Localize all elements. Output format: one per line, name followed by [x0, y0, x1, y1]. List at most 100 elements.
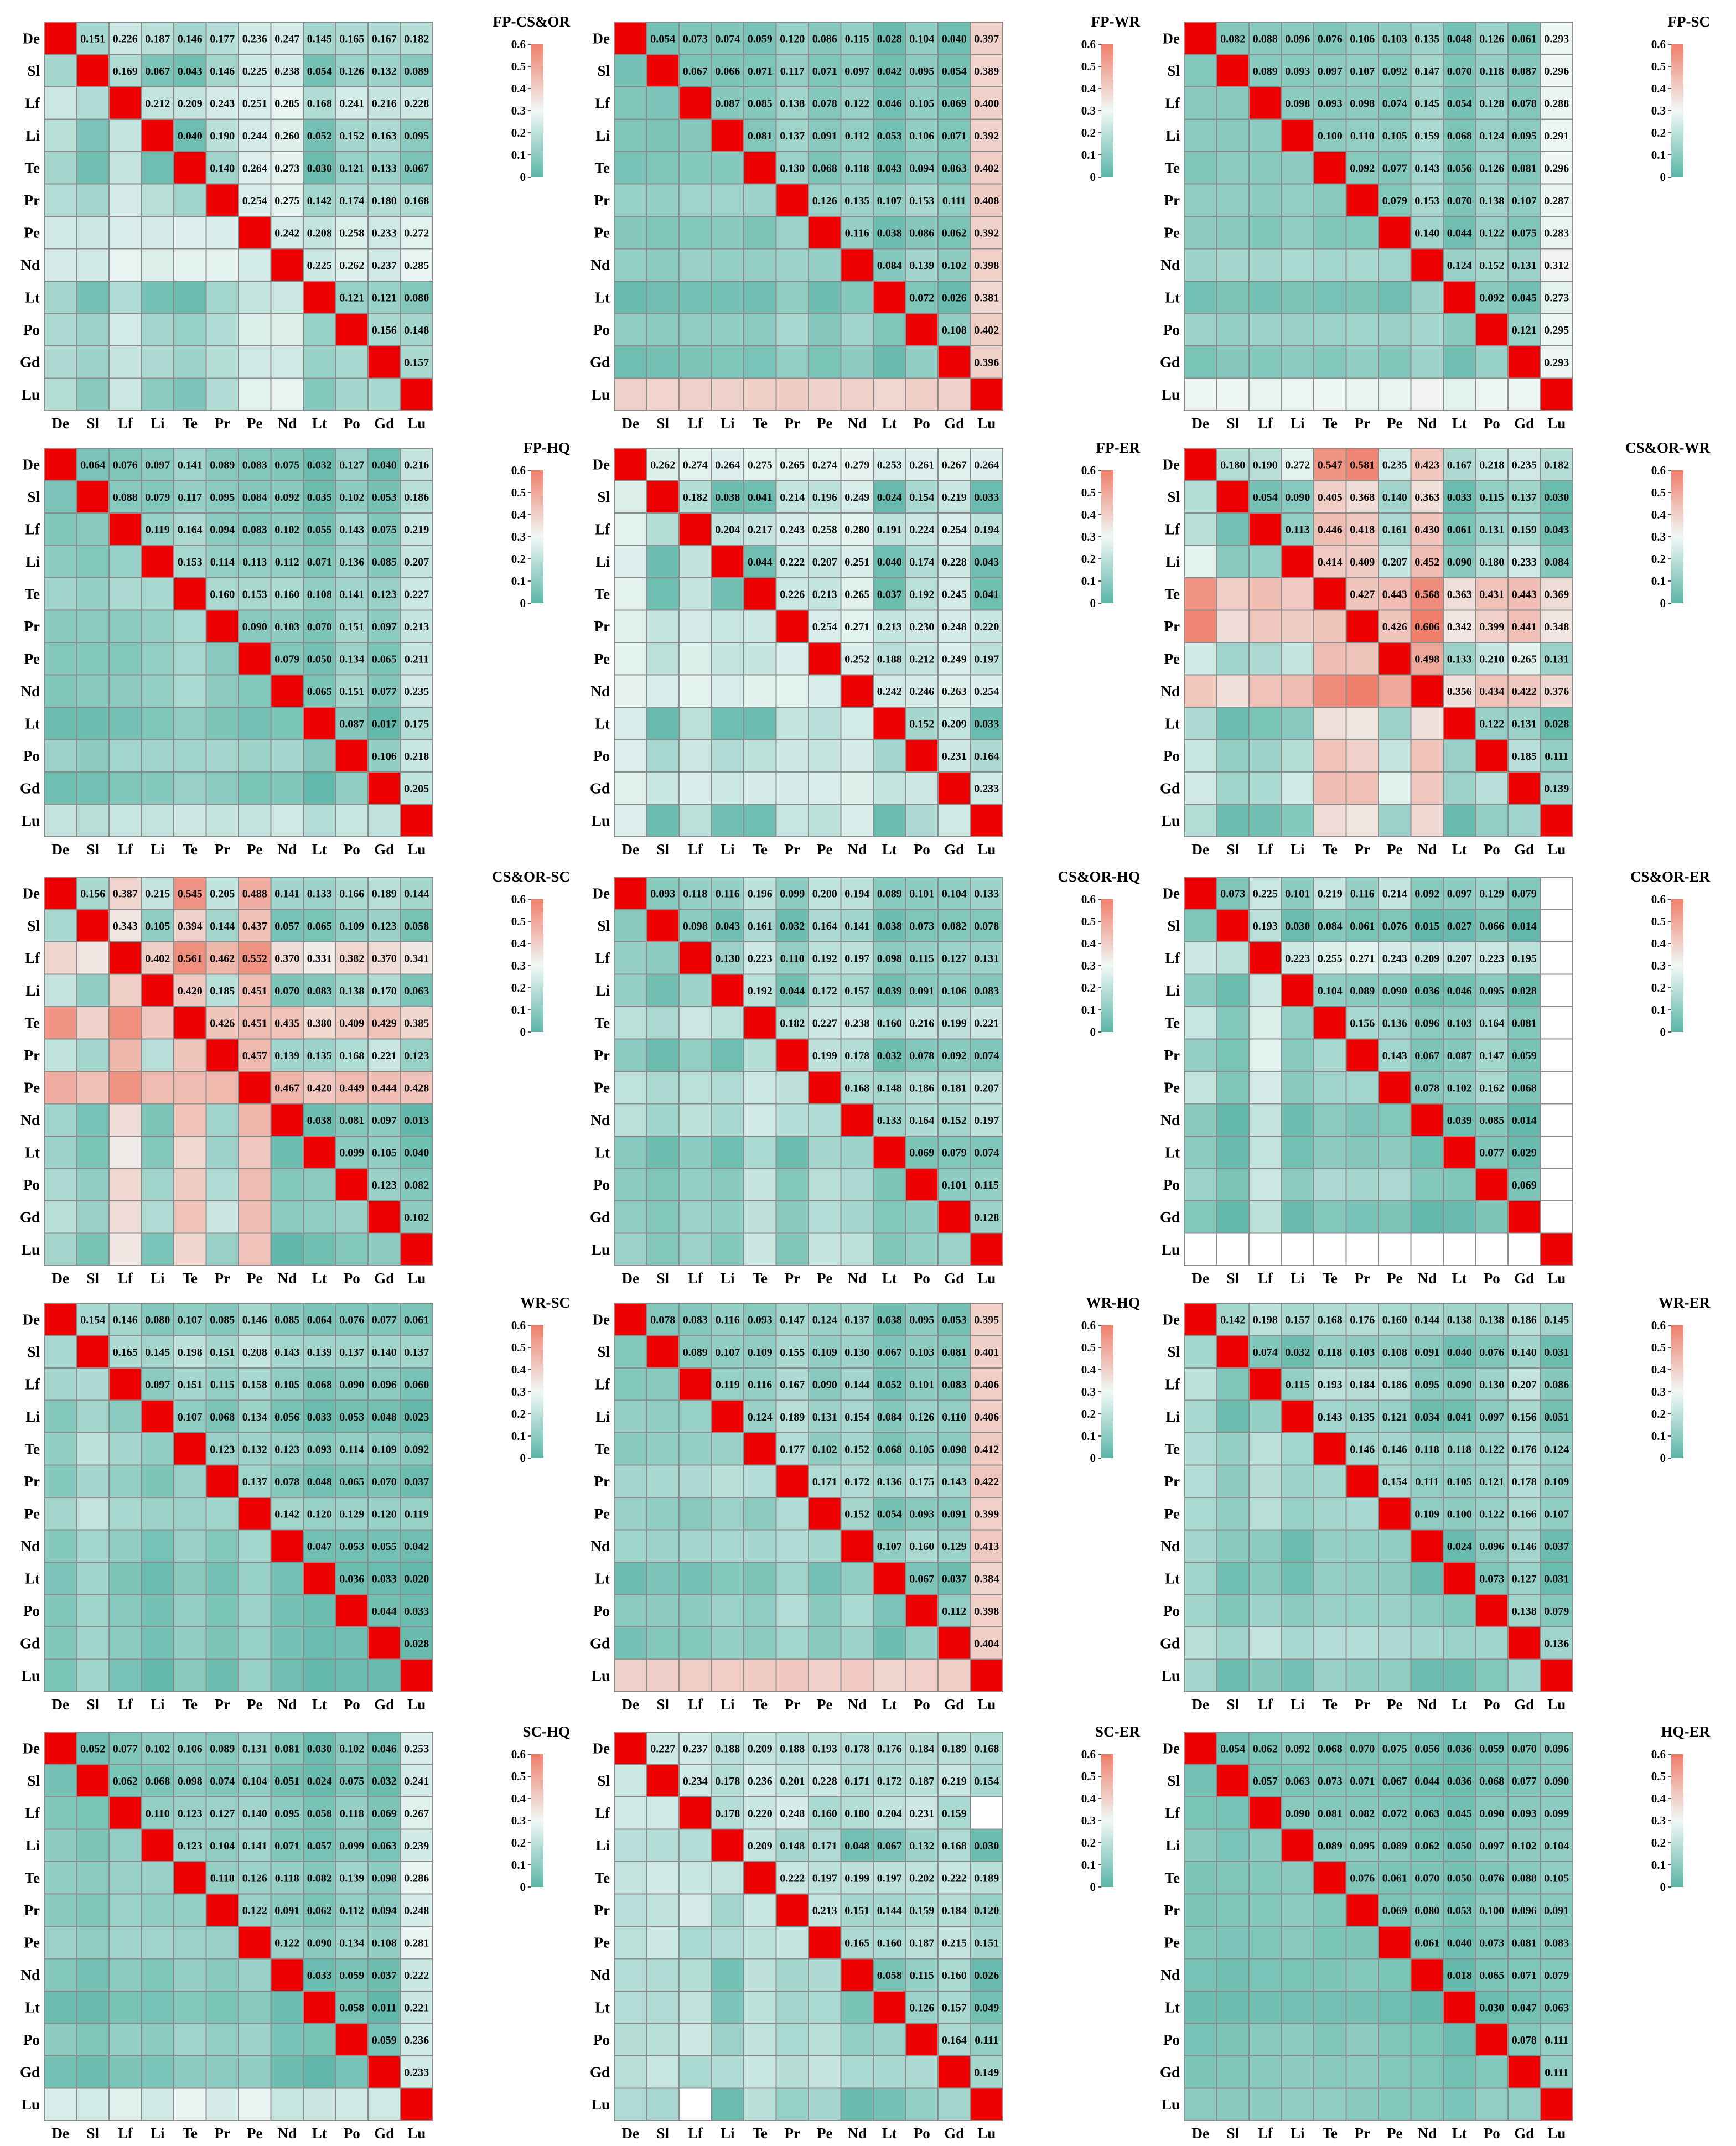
heatmap-cell-upper — [1507, 151, 1541, 185]
heatmap-cell-lower — [1248, 1136, 1282, 1169]
colorbar — [1101, 899, 1113, 1032]
column-label: Nd — [277, 2125, 297, 2142]
row-label: Pr — [594, 1473, 610, 1490]
cell-value-label: 0.262 — [339, 260, 364, 272]
heatmap-cell-lower — [646, 183, 680, 217]
cell-value-label: 0.406 — [974, 1411, 999, 1423]
column-label: Pe — [1387, 1696, 1402, 1713]
row-label: Pe — [594, 650, 610, 667]
heatmap-cell-lower — [646, 1006, 680, 1040]
column-label: Lf — [118, 1270, 133, 1287]
diagonal-cell — [808, 642, 842, 676]
heatmap-cell-upper — [173, 545, 207, 578]
cell-value-label: 0.135 — [1350, 1411, 1375, 1423]
cell-value-label: 0.082 — [404, 1179, 429, 1191]
heatmap-cell-lower — [141, 674, 174, 708]
column-label: Po — [914, 2125, 930, 2142]
heatmap-cell-lower — [1184, 1464, 1217, 1498]
row-label: Lt — [595, 1570, 610, 1587]
heatmap-cell-lower — [108, 1232, 142, 1266]
cell-value-label: 0.131 — [1512, 260, 1537, 272]
cell-value-label: 0.160 — [1382, 1314, 1407, 1326]
heatmap-cell-lower — [614, 1861, 647, 1895]
heatmap-cell-lower — [108, 1991, 142, 2024]
row-label: Nd — [20, 1967, 40, 1983]
diagonal-cell — [108, 86, 142, 120]
heatmap-cell-upper — [905, 609, 939, 643]
cell-value-label: 0.409 — [339, 1017, 364, 1029]
cell-value-label: 0.066 — [1479, 920, 1504, 932]
cell-value-label: 0.103 — [1447, 1017, 1472, 1029]
heatmap-cell-lower — [44, 1464, 77, 1498]
heatmap-cell-lower — [614, 151, 647, 185]
row-label: De — [1163, 885, 1180, 901]
heatmap-cell-lower — [678, 1562, 712, 1595]
heatmap-cell-lower — [808, 1958, 842, 1992]
heatmap-cell-lower — [108, 216, 142, 250]
heatmap-cell-upper — [1410, 183, 1444, 217]
cell-value-label: 0.121 — [1382, 1411, 1407, 1423]
row-label: Lt — [595, 1999, 610, 2015]
cell-value-label: 0.043 — [715, 920, 740, 932]
cell-value-label: 0.180 — [372, 195, 397, 207]
heatmap-cell-lower — [873, 313, 906, 346]
heatmap-cell-upper — [1540, 1303, 1573, 1336]
heatmap-cell-lower — [743, 674, 777, 708]
heatmap-cell-lower — [646, 1038, 680, 1072]
heatmap-cell-upper — [1540, 1529, 1573, 1563]
heatmap-cell-lower — [1443, 1232, 1476, 1266]
cell-value-label: 0.194 — [974, 523, 999, 536]
heatmap-cell-lower — [743, 707, 777, 740]
heatmap-cell-upper — [1540, 1038, 1573, 1072]
heatmap-cell-upper — [808, 54, 842, 87]
heatmap-cell-lower — [775, 1991, 809, 2024]
diagonal-cell — [775, 1038, 809, 1072]
heatmap-cell-lower — [840, 2055, 874, 2089]
cell-value-label: 0.430 — [1414, 523, 1439, 536]
row-label: Lt — [25, 1144, 40, 1160]
row-label: De — [593, 1311, 610, 1328]
heatmap-cell-upper — [335, 54, 369, 87]
cell-value-label: 0.072 — [909, 292, 934, 304]
heatmap-cell-lower — [1313, 771, 1347, 805]
cell-value-label: 0.038 — [877, 227, 902, 239]
cell-value-label: 0.078 — [909, 1050, 934, 1062]
heatmap-cell-lower — [711, 2087, 744, 2121]
heatmap-cell-upper — [400, 1200, 433, 1234]
cell-value-label: 0.050 — [1447, 1872, 1472, 1884]
cell-value-label: 0.062 — [942, 227, 967, 239]
cell-value-label: 0.561 — [178, 952, 203, 965]
heatmap-cell-lower — [678, 609, 712, 643]
cell-value-label: 0.145 — [1414, 97, 1439, 110]
cell-value-label: 0.126 — [1479, 162, 1504, 174]
heatmap-cell-lower — [1345, 739, 1379, 773]
heatmap-cell-lower — [108, 151, 142, 185]
heatmap-cell-upper — [970, 1464, 1003, 1498]
heatmap-cell-lower — [711, 642, 744, 676]
cell-value-label: 0.138 — [339, 985, 364, 997]
heatmap-cell-upper — [905, 1136, 939, 1169]
colorbar-tick-label: 0.3 — [511, 1385, 526, 1398]
heatmap-cell-upper — [775, 1828, 809, 1862]
colorbar-tick-label: 0.3 — [1081, 104, 1096, 117]
row-label: Nd — [590, 1112, 610, 1128]
heatmap-cell-lower — [44, 248, 77, 282]
column-label: Te — [182, 1696, 198, 1713]
cell-value-label: 0.137 — [780, 130, 805, 142]
diagonal-cell — [905, 313, 939, 346]
heatmap-cell-lower — [743, 1200, 777, 1234]
heatmap-cell-lower — [1184, 183, 1217, 217]
heatmap-cell-lower — [873, 2055, 906, 2089]
heatmap-cell-lower — [743, 642, 777, 676]
row-label: Pr — [1164, 1473, 1180, 1490]
heatmap-cell-upper — [1507, 1038, 1541, 1072]
heatmap-cell-lower — [1216, 771, 1250, 805]
heatmap-cell-upper — [970, 216, 1003, 250]
cell-value-label: 0.190 — [1253, 459, 1278, 471]
heatmap-cell-lower — [743, 248, 777, 282]
heatmap-cell-upper — [1248, 909, 1282, 942]
cell-value-label: 0.083 — [242, 459, 267, 471]
heatmap-cell-lower — [1410, 1658, 1444, 1692]
heatmap-cell-lower — [205, 804, 239, 837]
cell-value-label: 0.160 — [274, 588, 299, 600]
